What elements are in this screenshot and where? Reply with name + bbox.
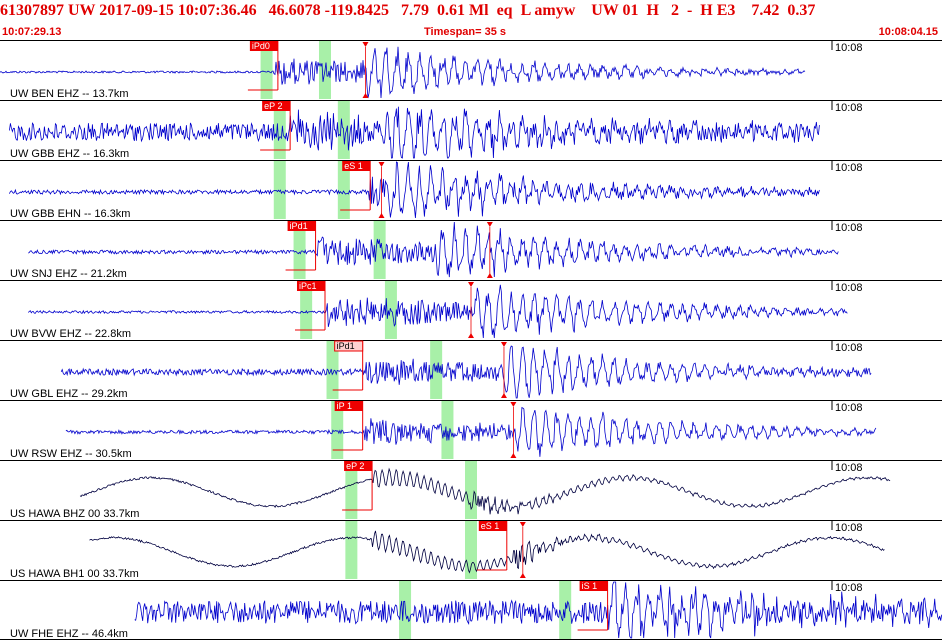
pick-flag[interactable] (287, 221, 316, 231)
station-label: UW RSW EHZ -- 30.5km (10, 448, 132, 460)
pick-label: iS 1 (582, 581, 598, 591)
waveform (0, 46, 806, 99)
minute-tick-label: 10:08 (835, 342, 863, 354)
pick-window-p (345, 521, 358, 579)
pick-flag[interactable] (478, 521, 507, 531)
pick-window-p (273, 101, 286, 159)
pick-flag[interactable] (344, 461, 373, 471)
waveform (65, 406, 877, 457)
trace-row[interactable]: 10:08 eP 2 UW GBB EHZ -- 16.3km (0, 100, 942, 161)
event-header: 61307897 UW 2017-09-15 10:07:36.46 46.60… (0, 0, 942, 40)
trace-row[interactable]: 10:08 eP 2 US HAWA BHZ 00 33.7km (0, 460, 942, 521)
amplitude-marker-top (510, 402, 517, 407)
amplitude-marker-top (362, 42, 369, 47)
seismogram-panel[interactable]: 10:08 iPd0 UW BEN EHZ -- 13.7km 10:08 eP 2 UW… (0, 40, 942, 640)
pick-window-s (465, 461, 477, 519)
pick-label: iPd1 (290, 221, 308, 231)
amplitude-marker-top (519, 522, 526, 527)
minute-tick-label: 10:08 (835, 582, 863, 594)
pick-window-p (293, 221, 306, 279)
minute-tick-label: 10:08 (835, 402, 863, 414)
station-label: UW SNJ EHZ -- 21.2km (10, 268, 127, 280)
pick-label: iP 1 (337, 401, 352, 411)
minute-tick-label: 10:08 (835, 522, 863, 534)
amplitude-marker-bottom (510, 453, 517, 458)
station-label: UW GBB EHN -- 16.3km (10, 208, 130, 220)
trace-row[interactable]: 10:08 iPd0 UW BEN EHZ -- 13.7km (0, 40, 942, 101)
station-label: UW BVW EHZ -- 22.8km (10, 328, 131, 340)
pick-window-s (373, 221, 386, 279)
amplitude-marker-bottom (468, 333, 474, 338)
pick-window-p (326, 341, 339, 399)
amplitude-marker-bottom (378, 213, 385, 218)
pick-flag[interactable] (249, 41, 278, 51)
pick-flag[interactable] (262, 101, 291, 111)
start-time-label: 10:07:29.13 (2, 26, 62, 38)
pick-window-s (337, 161, 350, 219)
waveform (28, 221, 839, 278)
pick-window-p (331, 401, 344, 459)
pick-flag[interactable] (334, 340, 364, 352)
timespan-label: Timespan= 35 s (424, 26, 507, 38)
waveform (134, 581, 942, 639)
trace-row[interactable]: 10:08 iPc1 UW BVW EHZ -- 22.8km (0, 280, 942, 341)
waveform (89, 530, 885, 574)
pick-label: eP 2 (346, 461, 364, 471)
pick-label: eS 1 (344, 161, 363, 171)
pick-window-p (273, 161, 286, 219)
minute-tick-label: 10:08 (835, 282, 863, 294)
amplitude-marker-top (378, 162, 385, 167)
trace-row[interactable]: 10:08 iP 1 UW RSW EHZ -- 30.5km (0, 400, 942, 461)
waveform (60, 345, 872, 399)
pick-label: iPd1 (337, 341, 355, 351)
amplitude-marker-top (468, 282, 474, 287)
station-label: US HAWA BHZ 00 33.7km (10, 508, 139, 520)
waveform (9, 106, 820, 159)
station-label: UW BEN EHZ -- 13.7km (10, 88, 129, 100)
station-label: UW FHE EHZ -- 46.4km (10, 628, 128, 640)
trace-row[interactable]: 10:08 eS 1 UW GBB EHN -- 16.3km (0, 160, 942, 221)
station-label: UW GBB EHZ -- 16.3km (10, 148, 129, 160)
minute-tick-label: 10:08 (835, 462, 863, 474)
trace-row[interactable]: 10:08 iPd1 UW GBL EHZ -- 29.2km (0, 340, 942, 401)
pick-label: iPc1 (299, 281, 317, 291)
waveform (79, 467, 891, 515)
pick-flag[interactable] (342, 161, 371, 171)
pick-window-s (441, 401, 454, 459)
amplitude-marker-top (486, 222, 493, 227)
pick-window-s (465, 521, 477, 579)
pick-label: eP 2 (264, 101, 282, 111)
trace-row[interactable]: 10:08 iS 1 UW FHE EHZ -- 46.4km (0, 580, 942, 640)
pick-window-p (345, 461, 358, 519)
pick-flag[interactable] (579, 581, 608, 591)
amplitude-marker-bottom (486, 273, 493, 278)
trace-row[interactable]: 10:08 iPd1 UW SNJ EHZ -- 21.2km (0, 220, 942, 281)
station-label: UW GBL EHZ -- 29.2km (10, 388, 128, 400)
minute-tick-label: 10:08 (835, 222, 863, 234)
amplitude-marker-bottom (362, 93, 369, 98)
amplitude-marker-bottom (500, 393, 507, 398)
pick-flag[interactable] (296, 281, 325, 291)
event-summary-line: 61307897 UW 2017-09-15 10:07:36.46 46.60… (0, 2, 816, 19)
pick-label: eS 1 (481, 521, 500, 531)
amplitude-marker-top (500, 342, 507, 347)
minute-tick-label: 10:08 (835, 42, 863, 54)
pick-window-p (260, 41, 273, 99)
waveform (9, 161, 820, 219)
minute-tick-label: 10:08 (835, 102, 863, 114)
trace-row[interactable]: 10:08 eS 1 US HAWA BH1 00 33.7km (0, 520, 942, 581)
pick-window-s (430, 341, 443, 399)
minute-tick-label: 10:08 (835, 162, 863, 174)
pick-flag[interactable] (334, 401, 363, 411)
amplitude-marker-bottom (519, 573, 526, 578)
station-label: US HAWA BH1 00 33.7km (10, 568, 139, 580)
end-time-label: 10:08:04.15 (878, 26, 938, 38)
pick-window-p (300, 281, 313, 339)
pick-label: iPd0 (252, 41, 270, 51)
waveform (28, 284, 848, 339)
